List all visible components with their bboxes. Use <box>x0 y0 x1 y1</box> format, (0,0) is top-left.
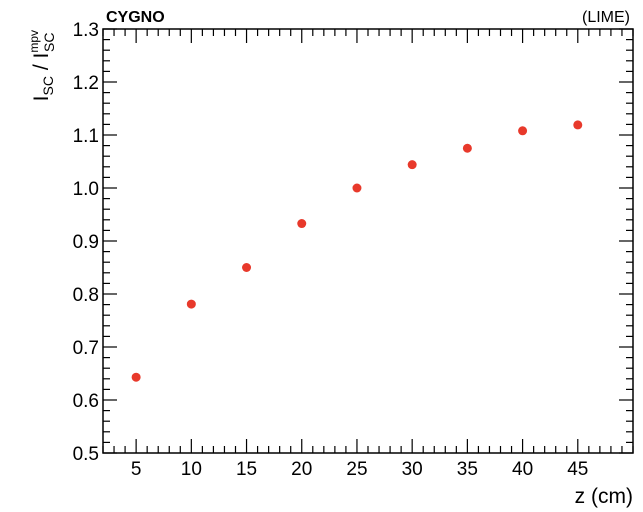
data-point <box>242 263 252 272</box>
data-point <box>352 183 362 193</box>
y-tick-label: 0.8 <box>73 285 99 306</box>
x-axis-title: z (cm) <box>575 485 633 508</box>
data-point <box>131 372 141 382</box>
x-tick-label: 20 <box>291 459 312 480</box>
top-left-label: CYGNO <box>106 9 165 26</box>
data-point <box>573 120 583 130</box>
data-point <box>297 219 307 229</box>
x-tick-label: 45 <box>567 459 588 480</box>
x-tick-label: 15 <box>236 459 257 480</box>
y-tick-label: 0.6 <box>73 391 99 412</box>
y-axis-title-main: I <box>30 95 53 101</box>
x-tick-label: 35 <box>457 459 478 480</box>
x-tick-labels: 5 10 15 20 25 30 35 40 45 <box>131 459 589 480</box>
y-axis-title-separator: / I <box>30 53 53 76</box>
x-tick-label: 30 <box>402 459 423 480</box>
y-axis-title-sub2: SC <box>41 33 57 52</box>
y-axis-title-sup: mpv <box>27 30 41 53</box>
top-right-label: (LIME) <box>582 9 630 26</box>
data-points <box>131 120 583 382</box>
x-tick-label: 40 <box>512 459 533 480</box>
y-axis-title: ISC / ImpvSC <box>27 30 57 101</box>
data-point <box>407 160 417 170</box>
plot-frame <box>102 28 634 454</box>
y-axis-title-sub1: SC <box>40 76 56 95</box>
major-ticks <box>103 28 633 454</box>
x-tick-label: 5 <box>131 459 142 480</box>
y-tick-label: 1.0 <box>73 179 99 200</box>
minor-ticks <box>102 29 634 453</box>
y-tick-labels: 0.5 0.6 0.7 0.8 0.9 1.0 1.1 1.2 1.3 <box>73 20 99 465</box>
y-tick-label: 0.5 <box>73 444 99 465</box>
y-tick-label: 1.2 <box>73 73 99 94</box>
y-tick-label: 0.9 <box>73 232 99 253</box>
x-tick-label: 25 <box>346 459 367 480</box>
y-tick-label: 1.1 <box>73 126 99 147</box>
data-point <box>518 126 528 136</box>
data-point <box>186 299 196 309</box>
y-tick-label: 1.3 <box>73 20 99 41</box>
y-tick-label: 0.7 <box>73 338 99 359</box>
x-tick-label: 10 <box>181 459 202 480</box>
data-point <box>462 143 472 153</box>
